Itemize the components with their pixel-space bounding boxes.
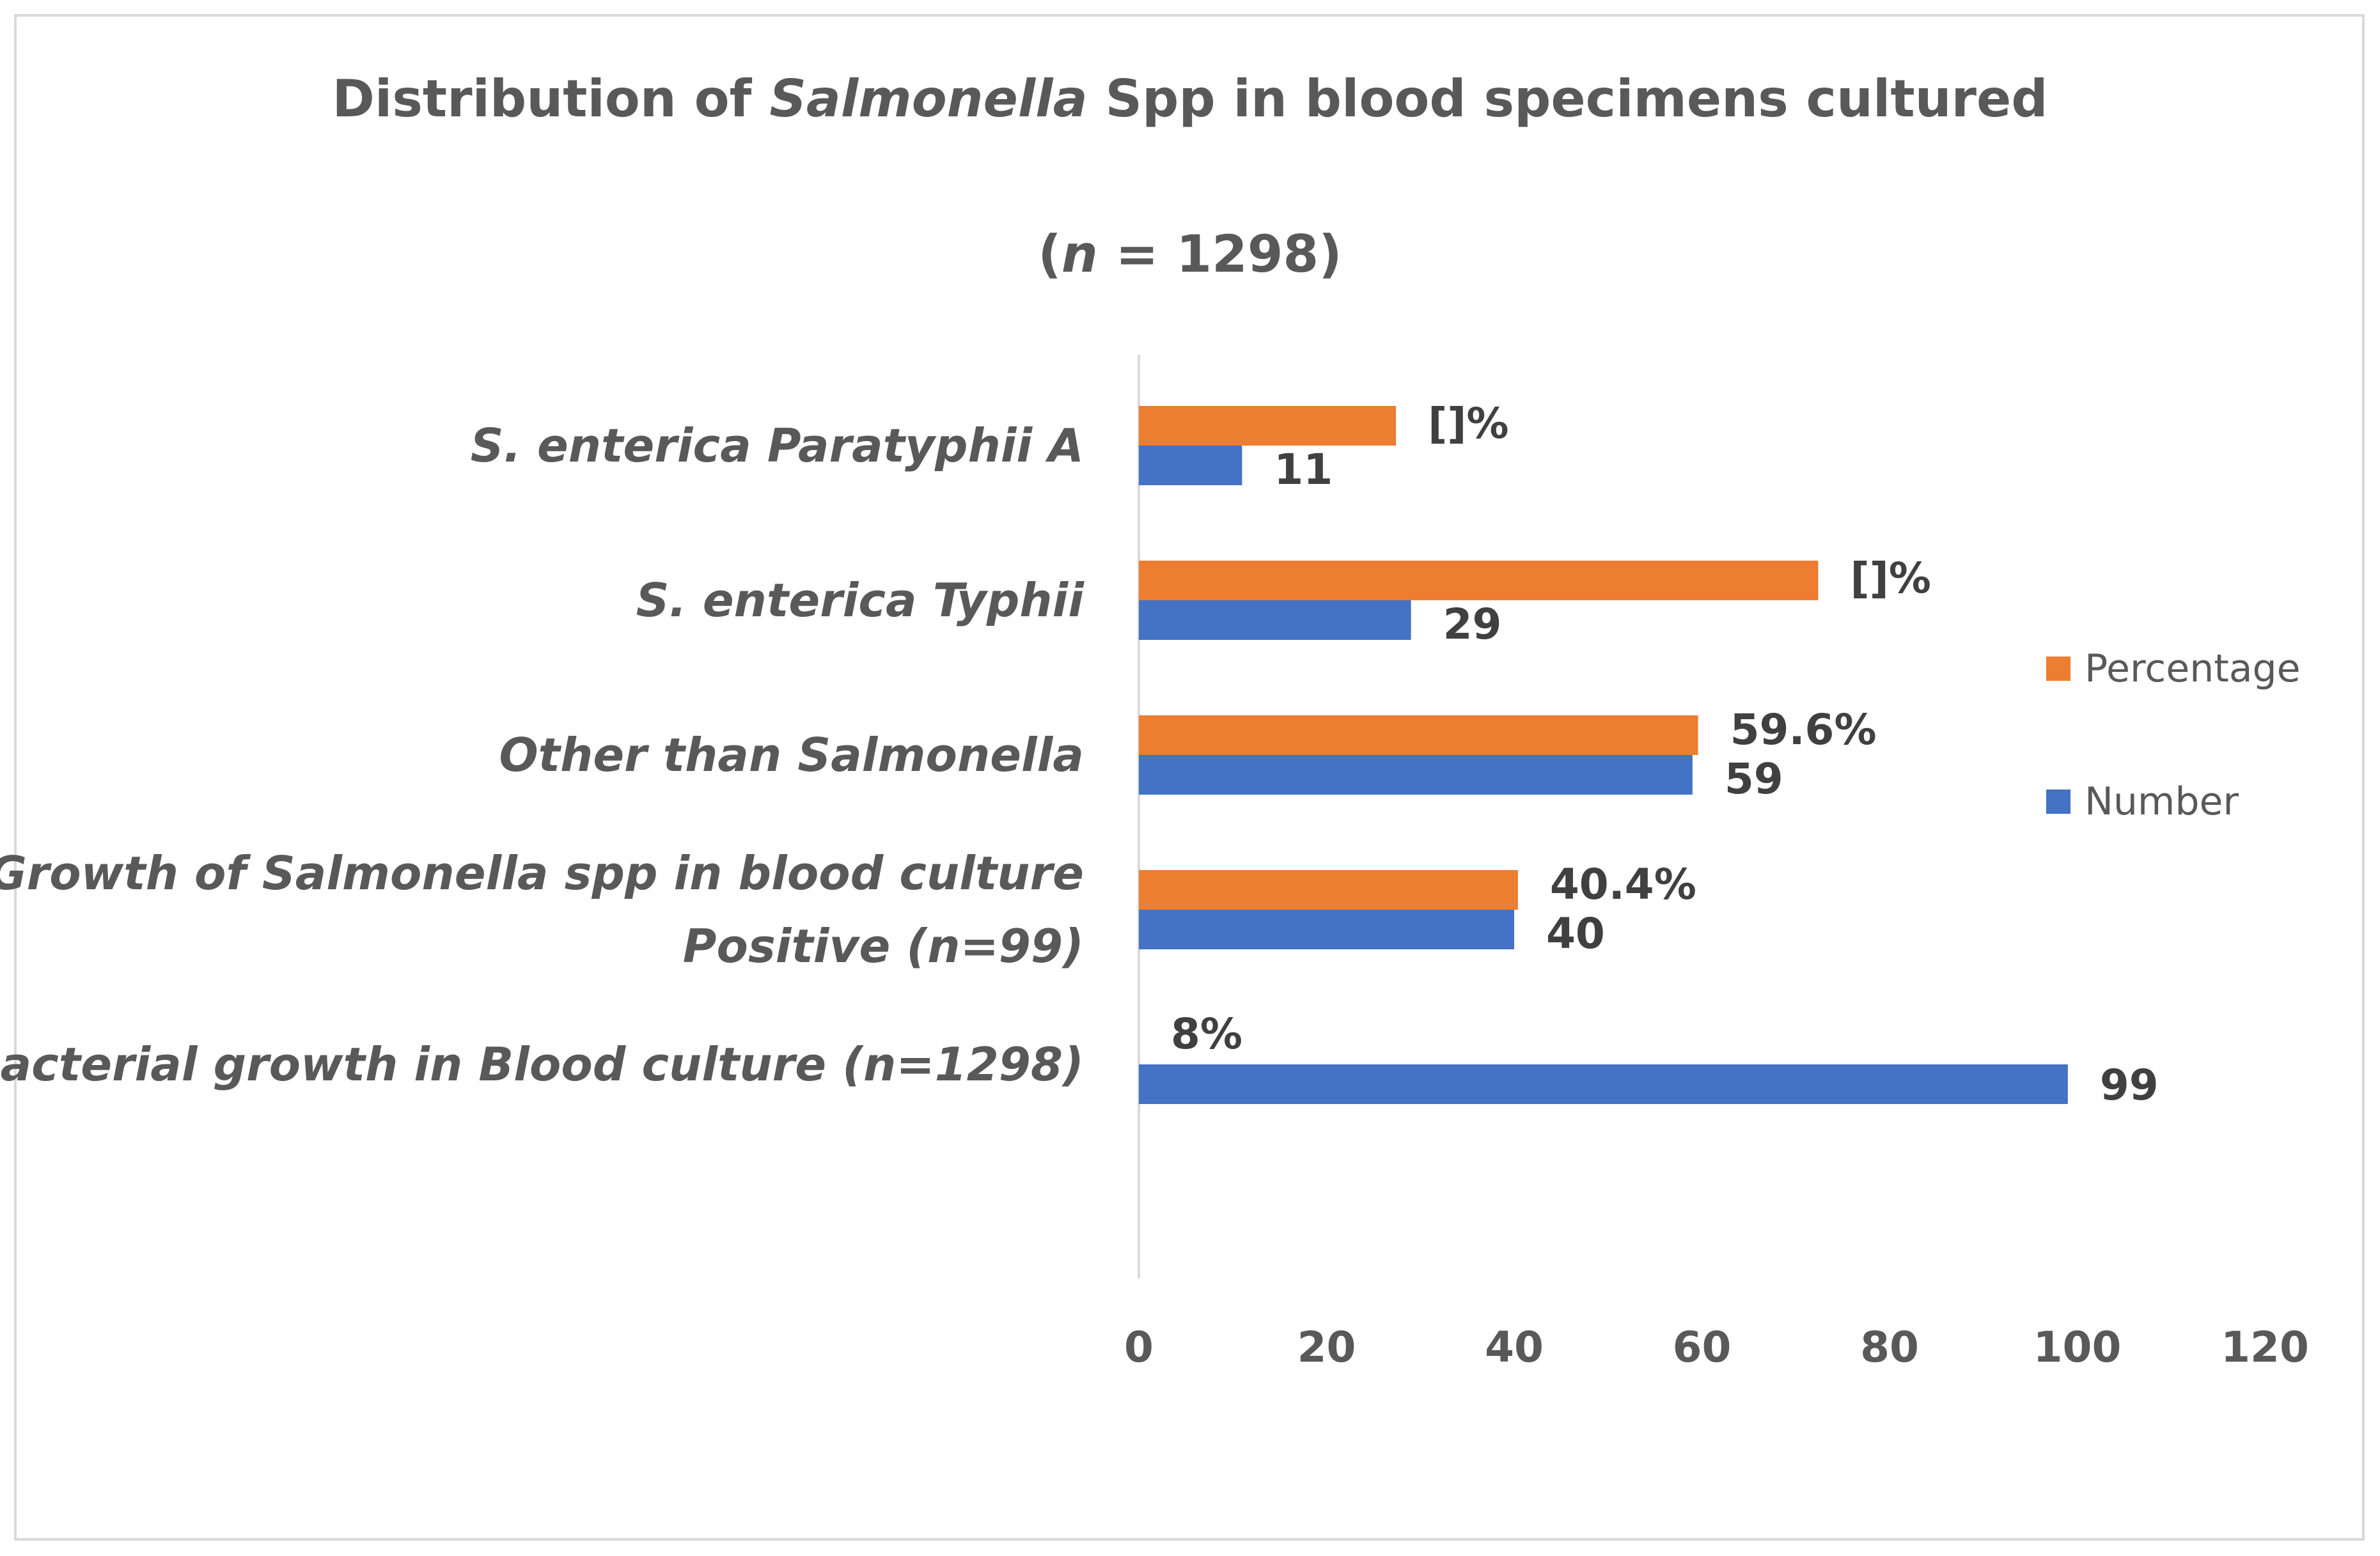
bar-number <box>1139 1064 2068 1104</box>
data-label-number: 40 <box>1546 909 1605 958</box>
x-tick-label: 0 <box>1124 1323 1154 1372</box>
category-label: S. enterica Typhii <box>636 573 1085 627</box>
x-tick-label: 100 <box>2033 1323 2122 1372</box>
x-tick-label: 20 <box>1297 1323 1356 1372</box>
data-label-number: 59 <box>1725 754 1783 804</box>
x-tick-label: 40 <box>1485 1323 1544 1372</box>
category-label: Bacterial growth in Blood culture (n=129… <box>0 1038 1084 1091</box>
bar-percentage <box>1139 715 1698 755</box>
category-label: S. enterica Paratyphii A <box>471 419 1084 472</box>
x-tick-label: 60 <box>1673 1323 1732 1372</box>
bar-percentage <box>1139 406 1397 446</box>
plot-area: 0 20 40 60 80 100 120 Bacterial growth in Blood… <box>0 355 2309 1372</box>
bar-percentage <box>1139 561 1819 600</box>
legend-label-number: Number <box>2085 779 2239 824</box>
data-label-number: 99 <box>2100 1061 2159 1110</box>
x-tick-label: 120 <box>2221 1323 2309 1372</box>
data-label-percentage: 40.4% <box>1550 860 1696 909</box>
chart-title-line1: Distribution of Salmonella Spp in blood … <box>332 69 2047 128</box>
data-label-percentage: []% <box>1850 554 1930 603</box>
bar-number <box>1139 910 1514 949</box>
bar-number <box>1139 755 1693 795</box>
bar-percentage <box>1139 870 1518 910</box>
legend-swatch-percentage <box>2046 657 2071 681</box>
category-label: Positive (n=99) <box>683 919 1084 973</box>
category-label: Growth of Salmonella spp in blood cultur… <box>0 846 1084 900</box>
data-label-number: 11 <box>1274 445 1333 494</box>
bar-number <box>1139 446 1242 485</box>
data-label-percentage: 59.6% <box>1730 705 1877 754</box>
legend-label-percentage: Percentage <box>2085 646 2301 691</box>
data-label-number: 29 <box>1443 600 1502 649</box>
data-label-percentage: []% <box>1428 399 1508 448</box>
x-tick-label: 80 <box>1860 1323 1919 1372</box>
category-label: Other than Salmonella <box>499 728 1084 782</box>
bar-number <box>1139 600 1411 640</box>
legend-swatch-number <box>2046 790 2071 814</box>
data-label-percentage: 8% <box>1171 1009 1242 1059</box>
chart-title-line2: (n = 1298) <box>1038 224 1342 284</box>
